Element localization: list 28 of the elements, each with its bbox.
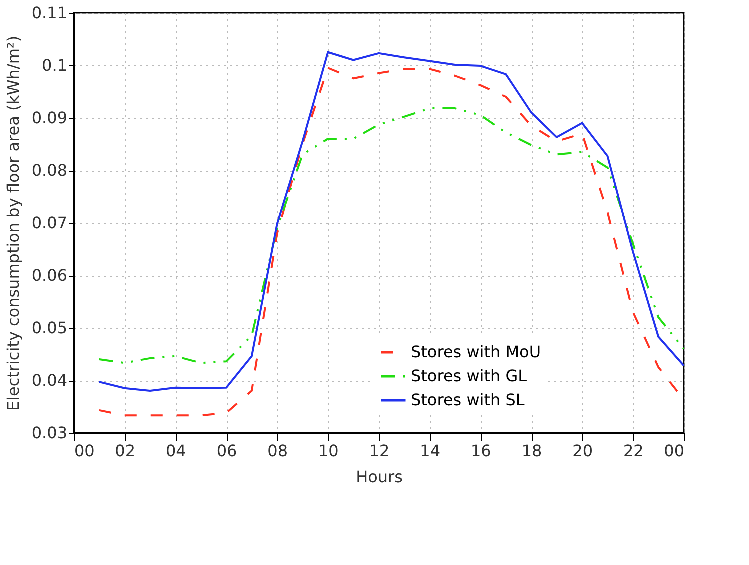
x-tick-label: 06 <box>216 442 238 460</box>
x-tick-label: 12 <box>369 442 390 460</box>
y-tick-label: 0.06 <box>32 266 68 285</box>
x-tick-label: 00 <box>664 442 684 460</box>
x-tick-label: 08 <box>268 442 288 460</box>
x-axis-title: Hours <box>356 468 403 486</box>
legend-label: Stores with SL <box>411 390 525 410</box>
y-tick-label: 0.09 <box>32 108 68 128</box>
line-series <box>98 108 685 364</box>
x-tick-label: 10 <box>318 442 339 460</box>
x-tick-label: 04 <box>166 442 186 460</box>
y-tick-label: 0.08 <box>32 161 68 180</box>
y-axis-title: Electricity consumption by floor area (kWh/m²) <box>4 36 23 412</box>
x-tick-label: 14 <box>420 442 441 460</box>
x-tick-label: 20 <box>572 442 594 460</box>
y-tick-label: 0.1 <box>42 56 68 75</box>
legend-label: Stores with GL <box>411 366 528 386</box>
y-tick-label: 0.05 <box>32 318 68 338</box>
x-tick-label: 16 <box>470 442 492 460</box>
x-tick-label: 02 <box>115 442 136 460</box>
legend-label: Stores with MoU <box>411 342 542 362</box>
y-tick-label: 0.11 <box>32 4 68 22</box>
y-tick-label: 0.04 <box>32 371 68 390</box>
x-tick-label: 18 <box>522 442 542 460</box>
y-tick-label: 0.03 <box>32 424 68 442</box>
x-tick-label: 22 <box>623 442 644 460</box>
x-tick-label: 00 <box>74 442 95 460</box>
y-tick-label: 0.07 <box>32 214 68 232</box>
